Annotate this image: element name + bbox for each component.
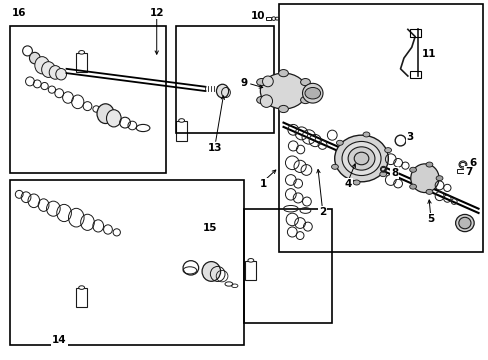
Ellipse shape <box>347 147 374 170</box>
Circle shape <box>425 189 432 194</box>
Ellipse shape <box>458 217 470 229</box>
Bar <box>76 288 87 307</box>
Circle shape <box>300 96 310 104</box>
Text: 1: 1 <box>259 179 266 189</box>
Ellipse shape <box>178 119 184 122</box>
Circle shape <box>278 105 288 113</box>
Ellipse shape <box>202 262 220 281</box>
Ellipse shape <box>56 68 66 80</box>
Bar <box>10 26 166 173</box>
Bar <box>176 26 273 134</box>
Circle shape <box>336 140 343 145</box>
Text: 3: 3 <box>406 132 413 142</box>
Text: 10: 10 <box>250 11 265 21</box>
Ellipse shape <box>49 66 61 79</box>
Circle shape <box>256 96 266 104</box>
Text: 8: 8 <box>390 168 398 178</box>
Text: 12: 12 <box>149 8 163 18</box>
Circle shape <box>352 180 359 185</box>
Text: 5: 5 <box>427 215 433 224</box>
Ellipse shape <box>97 104 114 123</box>
Ellipse shape <box>247 258 253 262</box>
Ellipse shape <box>410 164 438 193</box>
Circle shape <box>435 176 442 181</box>
Text: 16: 16 <box>12 8 26 18</box>
Bar <box>76 53 87 72</box>
Circle shape <box>278 69 288 77</box>
Ellipse shape <box>106 110 121 127</box>
Ellipse shape <box>455 215 473 231</box>
Circle shape <box>305 87 320 99</box>
Ellipse shape <box>29 52 40 64</box>
Circle shape <box>384 148 391 153</box>
Ellipse shape <box>35 57 49 74</box>
Ellipse shape <box>260 73 306 109</box>
Ellipse shape <box>302 84 323 103</box>
Circle shape <box>379 172 386 177</box>
Ellipse shape <box>41 62 55 77</box>
Bar <box>409 30 420 37</box>
Ellipse shape <box>79 50 84 54</box>
Bar <box>409 71 420 78</box>
Circle shape <box>256 78 266 86</box>
Circle shape <box>331 164 338 169</box>
Circle shape <box>362 132 369 137</box>
Ellipse shape <box>262 76 273 87</box>
Text: 11: 11 <box>421 49 435 59</box>
Ellipse shape <box>79 286 84 289</box>
Bar <box>456 168 469 173</box>
Bar <box>266 17 271 20</box>
Text: 7: 7 <box>464 167 471 177</box>
Text: 14: 14 <box>52 334 66 345</box>
Text: 4: 4 <box>344 179 351 189</box>
Ellipse shape <box>216 84 228 98</box>
Circle shape <box>300 78 310 86</box>
Text: 2: 2 <box>318 207 325 217</box>
Text: 6: 6 <box>468 158 475 168</box>
Ellipse shape <box>334 135 387 182</box>
Bar <box>278 4 483 252</box>
Ellipse shape <box>341 141 380 176</box>
Bar <box>244 209 331 323</box>
Circle shape <box>425 162 432 167</box>
Text: 9: 9 <box>241 78 247 88</box>
Bar <box>245 261 256 280</box>
Ellipse shape <box>260 95 272 107</box>
Circle shape <box>409 167 416 172</box>
Bar <box>176 121 186 140</box>
Text: 15: 15 <box>203 224 217 233</box>
Ellipse shape <box>353 152 368 165</box>
Text: 13: 13 <box>207 143 222 153</box>
Bar <box>10 180 244 345</box>
Circle shape <box>409 184 416 189</box>
